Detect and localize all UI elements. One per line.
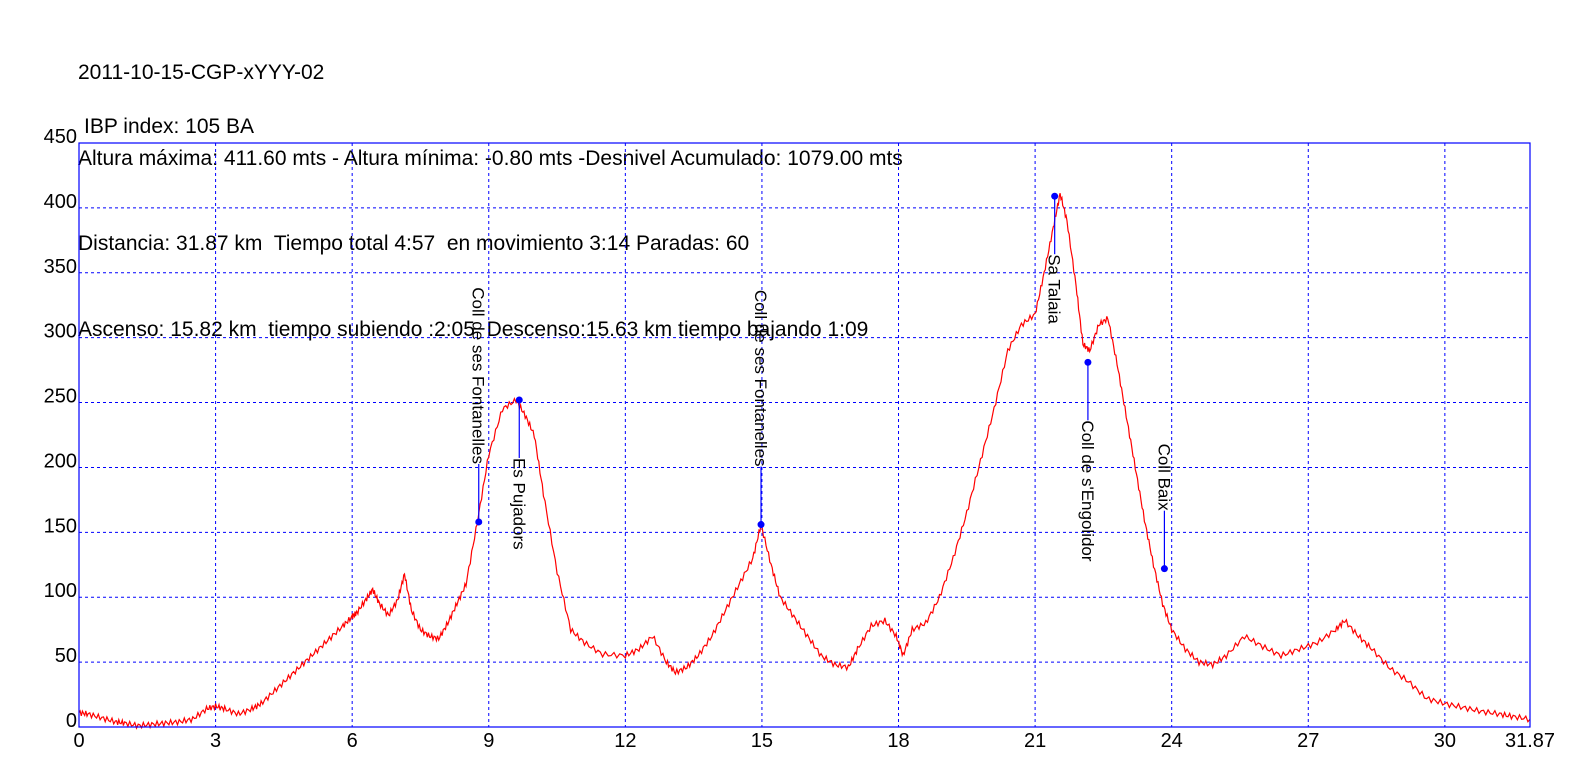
x-tick-label: 27 [1297,730,1319,752]
x-tick-label: 31.87 [1505,730,1555,752]
axis-labels: 0 3 6 9 12 15 18 21 24 27 30 31.87 0 50 100 150 200 250 30… [44,126,1555,752]
waypoint-label: Coll de ses Fontanelles [751,290,770,467]
waypoint-label: Sa Talaia [1045,254,1064,324]
waypoint-label: Coll de s'Engolidor [1078,420,1097,562]
waypoint-dot [1160,565,1168,573]
y-tick-label: 0 [66,710,77,732]
elevation-line [78,193,1531,730]
waypoint-label: Coll de ses Fontanelles [469,287,488,464]
waypoint-marker: Coll de s'Engolidor [1078,358,1097,562]
x-tick-label: 15 [751,730,773,752]
waypoint-dot [1084,358,1092,366]
y-tick-label: 350 [44,256,77,278]
x-tick-label: 18 [887,730,909,752]
waypoint-label: Es Pujadors [509,458,528,550]
waypoint-dot [515,396,523,404]
plot-frame [78,142,1531,728]
waypoint-marker: Coll Baix [1154,444,1173,573]
x-tick-label: 3 [210,730,221,752]
x-tick-label: 6 [347,730,358,752]
distance-time-summary: Distancia: 31.87 km Tiempo total 4:57 en… [78,232,750,255]
waypoint-marker: Coll de ses Fontanelles [751,290,770,529]
grid-lines [79,143,1530,727]
x-tick-label: 9 [483,730,494,752]
waypoints: Coll de ses Fontanelles Es Pujadors Coll d… [469,192,1173,573]
y-tick-label: 200 [44,450,77,472]
ascent-descent-summary: Ascenso: 15.82 km tiempo subiendo :2:05 … [78,317,869,341]
waypoint-marker: Es Pujadors [509,396,528,550]
y-tick-label: 400 [44,191,77,213]
x-tick-label: 24 [1161,730,1183,752]
x-tick-label: 21 [1024,730,1046,752]
ibp-index: IBP index: 105 BA [84,115,255,138]
waypoint-dot [757,521,765,529]
y-tick-label: 250 [44,386,77,408]
y-tick-label: 300 [44,321,77,343]
y-tick-label: 450 [44,126,77,148]
waypoint-marker: Coll de ses Fontanelles [469,287,488,526]
track-title: 2011-10-15-CGP-xYYY-02 [78,61,325,84]
y-tick-label: 100 [44,580,77,602]
x-tick-label: 12 [614,730,636,752]
elevation-profile [78,193,1531,730]
x-tick-label: 30 [1434,730,1456,752]
altitude-summary: Altura máxima: 411.60 mts - Altura mínim… [78,146,903,170]
waypoint-marker: Sa Talaia [1045,192,1064,324]
waypoint-dot [1051,192,1059,200]
y-tick-label: 150 [44,515,77,537]
x-tick-label: 0 [73,730,84,752]
waypoint-label: Coll Baix [1154,444,1173,512]
chart-header: 2011-10-15-CGP-xYYY-02 Altura máxima: 41… [78,2,903,373]
y-tick-label: 50 [55,645,77,667]
waypoint-dot [475,518,483,526]
